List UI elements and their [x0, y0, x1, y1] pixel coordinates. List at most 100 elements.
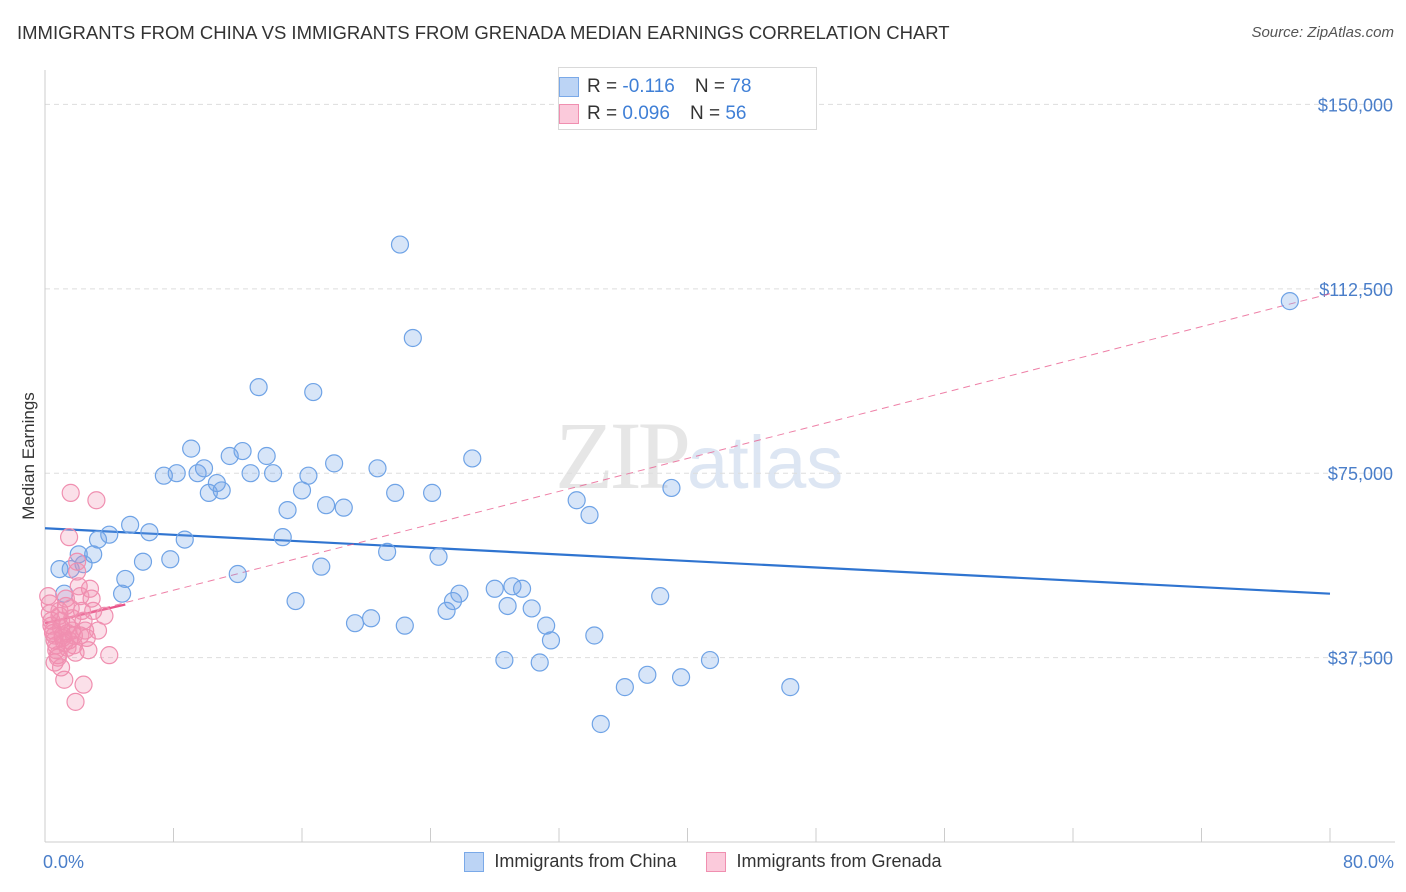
point-china — [567, 491, 586, 510]
point-china — [781, 678, 800, 697]
series-swatch-china — [464, 851, 485, 872]
point-china — [116, 569, 135, 589]
legend-china-n-value: 78 — [730, 76, 752, 97]
point-china — [241, 464, 260, 483]
y-tick-label: $112,500 — [1319, 280, 1393, 300]
point-china — [485, 579, 504, 598]
point-grenada — [51, 658, 71, 677]
point-grenada — [74, 675, 93, 694]
point-grenada — [95, 606, 114, 625]
point-china — [429, 547, 448, 566]
point-grenada — [68, 562, 87, 581]
point-china — [615, 678, 634, 697]
point-grenada — [100, 646, 119, 665]
watermark-zip: ZIP — [555, 402, 691, 509]
legend-china-r-value: -0.116 — [622, 76, 675, 97]
point-china — [312, 557, 331, 576]
point-china — [403, 328, 422, 348]
point-grenada — [59, 528, 79, 547]
point-china — [443, 591, 463, 611]
series-label-grenada: Immigrants from Grenada — [736, 851, 942, 871]
point-china — [273, 528, 292, 547]
source-credit: Source: ZipAtlas.com — [1251, 24, 1394, 41]
point-china — [334, 498, 353, 517]
y-tick-label: $75,000 — [1328, 464, 1393, 484]
point-china — [121, 515, 140, 534]
point-china — [182, 439, 201, 458]
point-china — [175, 530, 194, 549]
point-china — [112, 584, 132, 603]
watermark-atlas: atlas — [687, 421, 844, 504]
legend-grenada-n-value: 56 — [725, 103, 747, 124]
y-axis-label: Median Earnings — [19, 392, 38, 520]
point-china — [278, 500, 297, 520]
legend-row-china: R = -0.116 N = 78 — [559, 76, 752, 98]
legend-swatch-grenada — [559, 104, 579, 124]
point-china — [345, 614, 365, 633]
point-china — [233, 441, 252, 461]
point-china — [325, 454, 344, 473]
point-china — [304, 382, 323, 402]
point-china — [498, 596, 517, 616]
legend-china-n-label: N = — [694, 76, 725, 97]
point-china — [286, 591, 305, 611]
point-china — [512, 579, 532, 598]
point-china — [591, 714, 610, 734]
x-tick-label-min: 0.0% — [43, 852, 85, 872]
point-china — [495, 650, 514, 670]
point-china — [299, 466, 318, 485]
point-china — [662, 478, 681, 498]
series-legend: Immigrants from China Immigrants from Gr… — [0, 851, 1406, 872]
point-china — [638, 665, 657, 684]
point-china — [423, 483, 442, 502]
point-grenada — [58, 638, 77, 657]
point-china — [522, 599, 541, 618]
point-china — [651, 587, 670, 606]
point-china — [361, 609, 381, 628]
point-china — [316, 496, 336, 515]
legend-grenada-r-label: R = — [587, 103, 618, 124]
point-china — [84, 545, 103, 564]
point-china — [140, 523, 159, 542]
series-label-china: Immigrants from China — [494, 851, 677, 871]
legend-swatch-china — [559, 77, 579, 97]
point-china — [133, 552, 153, 571]
point-grenada — [71, 587, 90, 606]
point-grenada — [84, 601, 103, 620]
point-china — [88, 530, 108, 549]
point-china — [249, 378, 268, 397]
correlation-legend: R = -0.116 N = 78 R = 0.096 N = 56 — [558, 67, 817, 130]
legend-row-grenada: R = 0.096 N = 56 — [559, 103, 747, 125]
trend-line-china — [44, 527, 1331, 595]
point-china — [1280, 292, 1299, 311]
point-grenada — [61, 483, 80, 502]
legend-grenada-n-label: N = — [689, 103, 721, 124]
point-china — [390, 235, 410, 254]
point-china — [228, 564, 247, 584]
watermark: ZIPatlas — [555, 400, 843, 511]
point-china — [386, 483, 405, 502]
series-legend-china[interactable]: Immigrants from China — [464, 851, 676, 872]
y-tick-label: $37,500 — [1328, 649, 1393, 669]
point-china — [541, 631, 561, 650]
point-grenada — [79, 641, 98, 660]
point-china — [580, 505, 599, 525]
point-grenada — [56, 589, 75, 608]
y-tick-label: $150,000 — [1318, 95, 1393, 115]
point-grenada — [87, 491, 106, 510]
point-china — [212, 481, 231, 500]
chart-title: IMMIGRANTS FROM CHINA VS IMMIGRANTS FROM… — [17, 22, 950, 43]
point-china — [537, 616, 556, 635]
point-china — [671, 668, 691, 687]
legend-china-r-label: R = — [587, 76, 618, 97]
legend-grenada-r-value: 0.096 — [622, 103, 670, 124]
point-china — [700, 650, 720, 670]
point-grenada — [66, 692, 85, 711]
point-china — [463, 449, 482, 468]
point-china — [585, 626, 604, 645]
point-china — [194, 459, 214, 478]
point-grenada — [71, 626, 90, 645]
series-legend-grenada[interactable]: Immigrants from Grenada — [706, 851, 942, 872]
point-china — [257, 446, 276, 466]
point-china — [167, 464, 186, 483]
